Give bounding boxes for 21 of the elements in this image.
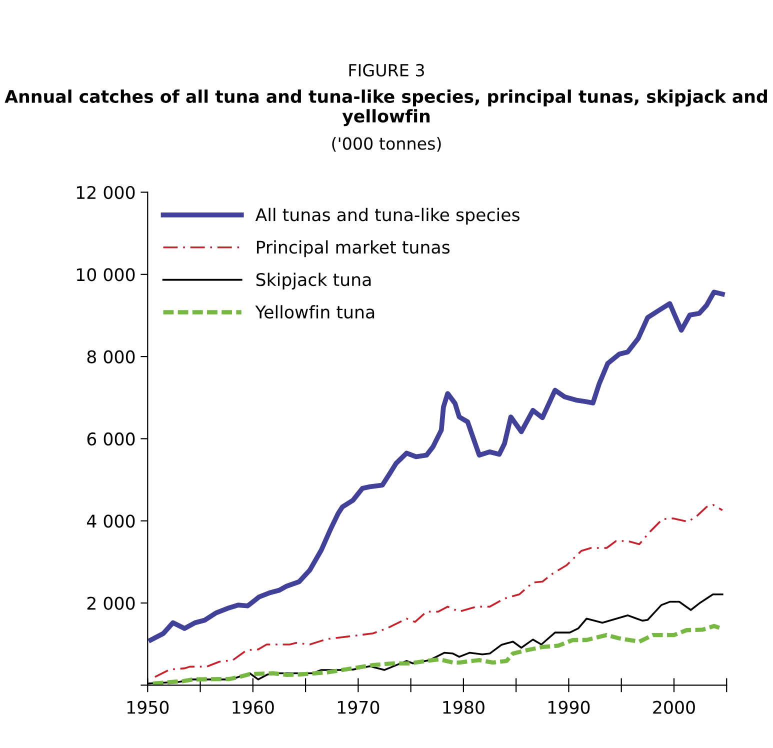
x-tick-label: 1960 (232, 700, 274, 714)
text: ('000 tonnes) (332, 136, 441, 152)
x-tick-label: 1980 (443, 700, 484, 714)
chart-subtitle: Annual catches of all tuna and tuna-like species, principal tunas, skipjack and yellowfin (4, 90, 767, 126)
y-tick-label: 10 000 (76, 268, 135, 282)
y-tick-label: 2 000 (87, 596, 135, 610)
y-tick-label: 4 000 (86, 514, 135, 528)
y-tick-label: 12 000 (76, 186, 135, 200)
legend-label: Skipjack tuna (256, 272, 371, 290)
line-series (148, 290, 725, 642)
x-tick-label: 2000 (653, 700, 695, 714)
legend-label: All tunas and tuna-like species (255, 208, 520, 225)
y-tick-label: 6 000 (87, 432, 135, 446)
line-series (154, 504, 724, 678)
chart-title: FIGURE 3 (349, 64, 424, 77)
y-tick-label: 8 000 (87, 350, 135, 364)
x-tick-label: 1970 (338, 700, 380, 714)
legend-label: Yellowfin tuna (255, 305, 374, 319)
x-tick-label: 1990 (548, 700, 590, 714)
x-tick-label: 1950 (127, 700, 169, 714)
legend-label: Principal market tunas (256, 240, 450, 258)
